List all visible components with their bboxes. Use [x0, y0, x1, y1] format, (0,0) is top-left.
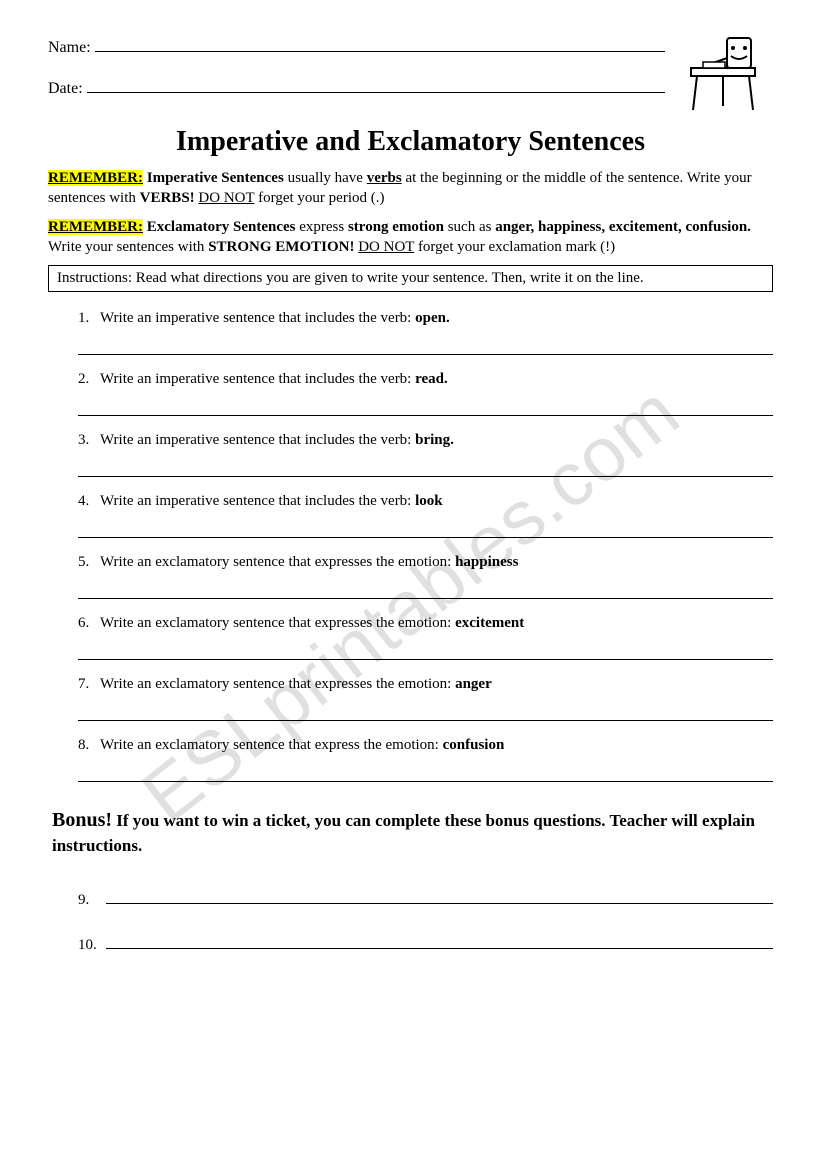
question-item: 6.Write an exclamatory sentence that exp… [78, 615, 773, 660]
page-title: Imperative and Exclamatory Sentences [48, 126, 773, 158]
answer-blank-line[interactable] [78, 699, 773, 721]
date-blank-line[interactable] [87, 79, 665, 93]
question-item: 5.Write an exclamatory sentence that exp… [78, 554, 773, 599]
question-row: 5.Write an exclamatory sentence that exp… [78, 554, 773, 571]
header-row: Name: Date: [48, 38, 773, 120]
answer-blank-line[interactable] [78, 394, 773, 416]
remember-2-tag: REMEMBER: [48, 219, 143, 235]
question-row: 3.Write an imperative sentence that incl… [78, 432, 773, 449]
question-pre: Write an imperative sentence that includ… [100, 371, 415, 387]
answer-blank-line[interactable] [78, 638, 773, 660]
question-text: Write an imperative sentence that includ… [100, 310, 450, 327]
question-pre: Write an exclamatory sentence that expre… [100, 615, 455, 631]
name-blank-line[interactable] [95, 38, 665, 52]
question-text: Write an exclamatory sentence that expre… [100, 554, 518, 571]
question-row: 1.Write an imperative sentence that incl… [78, 310, 773, 327]
bonus-question-row: 10. [48, 935, 773, 954]
desk-clipart-icon [673, 28, 773, 118]
question-text: Write an exclamatory sentence that expre… [100, 615, 524, 632]
bonus-question-list: 9. 10. [48, 890, 773, 954]
date-label: Date: [48, 80, 83, 98]
remember-1-tail: forget your period (.) [254, 190, 384, 206]
question-keyword: confusion [443, 737, 505, 753]
remember-2-mid1: express [295, 219, 348, 235]
question-keyword: open. [415, 310, 450, 326]
answer-blank-line[interactable] [78, 577, 773, 599]
question-number: 3. [78, 432, 100, 449]
remember-2-mid3: Write your sentences with [48, 239, 208, 255]
question-number: 7. [78, 676, 100, 693]
answer-blank-line[interactable] [78, 760, 773, 782]
question-pre: Write an exclamatory sentence that expre… [100, 676, 455, 692]
question-item: 3.Write an imperative sentence that incl… [78, 432, 773, 477]
question-keyword: look [415, 493, 443, 509]
remember-2-strong: strong emotion [348, 219, 444, 235]
name-date-block: Name: Date: [48, 38, 665, 120]
answer-blank-line[interactable] [78, 333, 773, 355]
question-row: 6.Write an exclamatory sentence that exp… [78, 615, 773, 632]
remember-2-emotions: anger, happiness, excitement, confusion. [495, 219, 751, 235]
remember-2: REMEMBER: Exclamatory Sentences express … [48, 217, 773, 258]
question-text: Write an imperative sentence that includ… [100, 493, 443, 510]
question-number: 4. [78, 493, 100, 510]
question-text: Write an imperative sentence that includ… [100, 432, 454, 449]
question-item: 4.Write an imperative sentence that incl… [78, 493, 773, 538]
remember-1: REMEMBER: Imperative Sentences usually h… [48, 168, 773, 209]
name-label: Name: [48, 39, 91, 57]
instructions-box: Instructions: Read what directions you a… [48, 265, 773, 292]
question-pre: Write an imperative sentence that includ… [100, 310, 415, 326]
question-pre: Write an exclamatory sentence that expre… [100, 554, 455, 570]
question-item: 8.Write an exclamatory sentence that exp… [78, 737, 773, 782]
remember-2-strong2: STRONG EMOTION! [208, 239, 354, 255]
bonus-block: Bonus! If you want to win a ticket, you … [48, 806, 773, 858]
remember-1-verbs2: VERBS! [140, 190, 195, 206]
question-number: 6. [78, 615, 100, 632]
question-row: 7.Write an exclamatory sentence that exp… [78, 676, 773, 693]
remember-2-mid2: such as [444, 219, 495, 235]
bonus-blank-line[interactable] [106, 935, 773, 949]
question-item: 2.Write an imperative sentence that incl… [78, 371, 773, 416]
question-row: 4.Write an imperative sentence that incl… [78, 493, 773, 510]
question-pre: Write an imperative sentence that includ… [100, 432, 415, 448]
question-item: 7.Write an exclamatory sentence that exp… [78, 676, 773, 721]
bonus-question-number: 9. [78, 892, 106, 909]
remember-1-donot: DO NOT [198, 190, 254, 206]
answer-blank-line[interactable] [78, 516, 773, 538]
question-number: 2. [78, 371, 100, 388]
bonus-lead: Bonus! [52, 809, 112, 831]
question-number: 5. [78, 554, 100, 571]
question-text: Write an imperative sentence that includ… [100, 371, 448, 388]
answer-blank-line[interactable] [78, 455, 773, 477]
question-keyword: anger [455, 676, 492, 692]
bonus-question-number: 10. [78, 937, 106, 954]
bonus-blank-line[interactable] [106, 890, 773, 904]
question-row: 2.Write an imperative sentence that incl… [78, 371, 773, 388]
question-keyword: happiness [455, 554, 518, 570]
name-field-row: Name: [48, 38, 665, 57]
question-item: 1.Write an imperative sentence that incl… [78, 310, 773, 355]
question-text: Write an exclamatory sentence that expre… [100, 737, 504, 754]
date-field-row: Date: [48, 79, 665, 98]
remember-1-lead: Imperative Sentences [143, 170, 284, 186]
bonus-text: If you want to win a ticket, you can com… [52, 811, 755, 855]
remember-2-donot: DO NOT [358, 239, 414, 255]
bonus-question-row: 9. [48, 890, 773, 909]
remember-2-tail: forget your exclamation mark (!) [414, 239, 615, 255]
question-keyword: excitement [455, 615, 524, 631]
remember-1-verbs: verbs [367, 170, 402, 186]
question-keyword: read. [415, 371, 448, 387]
question-number: 1. [78, 310, 100, 327]
question-list: 1.Write an imperative sentence that incl… [48, 310, 773, 782]
question-keyword: bring. [415, 432, 454, 448]
question-row: 8.Write an exclamatory sentence that exp… [78, 737, 773, 754]
question-number: 8. [78, 737, 100, 754]
remember-1-tag: REMEMBER: [48, 170, 143, 186]
remember-2-lead: Exclamatory Sentences [143, 219, 295, 235]
remember-1-mid1: usually have [284, 170, 367, 186]
question-text: Write an exclamatory sentence that expre… [100, 676, 492, 693]
question-pre: Write an exclamatory sentence that expre… [100, 737, 443, 753]
question-pre: Write an imperative sentence that includ… [100, 493, 415, 509]
